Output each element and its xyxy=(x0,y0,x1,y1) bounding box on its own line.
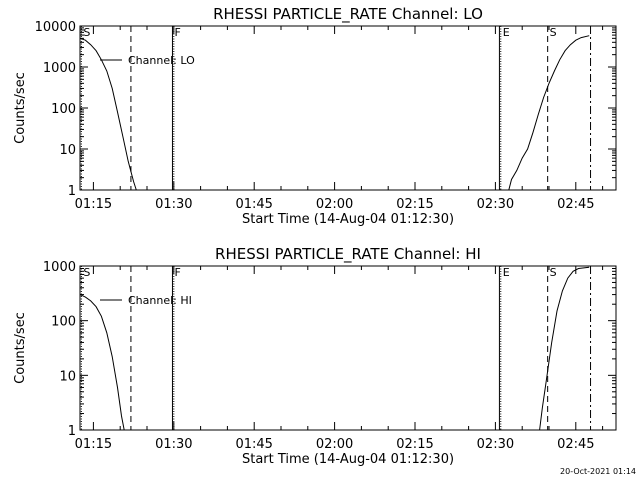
hi-x-tick-label: 02:30 xyxy=(477,437,514,452)
lo-series-line xyxy=(508,35,590,191)
lo-plot-frame xyxy=(79,25,617,191)
hi-x-tick-label: 02:00 xyxy=(316,437,353,452)
lo-series-line xyxy=(79,37,137,191)
lo-y-axis-label: Counts/sec xyxy=(13,72,28,144)
lo-channel-panel: RHESSI PARTICLE_RATE Channel: LO 01:15 01:… xyxy=(13,5,617,227)
hi-channel-panel: RHESSI PARTICLE_RATE Channel: HI 01:15 01:… xyxy=(13,245,617,467)
lo-x-tick-label: 01:45 xyxy=(235,197,272,212)
hi-y-axis-label: Counts/sec xyxy=(13,312,28,384)
lo-x-tick-label: 01:30 xyxy=(155,197,192,212)
hi-event-marker-label: F xyxy=(174,266,180,279)
hi-event-marker-label: S xyxy=(83,266,90,279)
hi-x-tick-label: 01:30 xyxy=(155,437,192,452)
hi-x-axis-label: Start Time (14-Aug-04 01:12:30) xyxy=(242,452,454,467)
lo-event-marker-label: F xyxy=(174,26,180,39)
lo-x-axis-label: Start Time (14-Aug-04 01:12:30) xyxy=(242,212,454,227)
hi-y-tick-label: 1000 xyxy=(43,260,76,275)
hi-x-tick-label: 02:45 xyxy=(557,437,594,452)
lo-x-tick-label: 02:30 xyxy=(477,197,514,212)
lo-event-marker-label: E xyxy=(503,26,510,39)
hi-legend-label: Channel: HI xyxy=(128,294,192,307)
hi-event-marker-label: S xyxy=(550,266,557,279)
hi-event-marker-label: E xyxy=(503,266,510,279)
hi-chart-title: RHESSI PARTICLE_RATE Channel: HI xyxy=(215,245,481,264)
lo-chart-title: RHESSI PARTICLE_RATE Channel: LO xyxy=(213,5,483,24)
lo-y-tick-label: 10 xyxy=(59,143,76,158)
hi-x-tick-label: 01:15 xyxy=(75,437,112,452)
lo-event-marker-label: S xyxy=(83,26,90,39)
lo-y-tick-label: 1 xyxy=(68,184,76,199)
plot-timestamp: 20-Oct-2021 01:14 xyxy=(560,467,636,476)
lo-legend-label: Channel: LO xyxy=(128,54,195,67)
hi-y-tick-label: 10 xyxy=(59,369,76,384)
lo-x-tick-label: 02:15 xyxy=(396,197,433,212)
hi-y-tick-label: 1 xyxy=(68,424,76,439)
lo-event-marker-label: S xyxy=(550,26,557,39)
lo-y-tick-label: 1000 xyxy=(43,61,76,76)
hi-series-line xyxy=(539,266,590,431)
lo-y-tick-label: 100 xyxy=(51,102,76,117)
hi-series-line xyxy=(79,294,125,431)
lo-y-tick-label: 10000 xyxy=(35,20,76,35)
lo-x-tick-label: 02:00 xyxy=(316,197,353,212)
hi-x-tick-label: 02:15 xyxy=(396,437,433,452)
hi-plot-frame xyxy=(79,265,617,431)
lo-x-tick-label: 02:45 xyxy=(557,197,594,212)
hi-y-tick-label: 100 xyxy=(51,315,76,330)
lo-x-tick-label: 01:15 xyxy=(75,197,112,212)
hi-x-tick-label: 01:45 xyxy=(235,437,272,452)
